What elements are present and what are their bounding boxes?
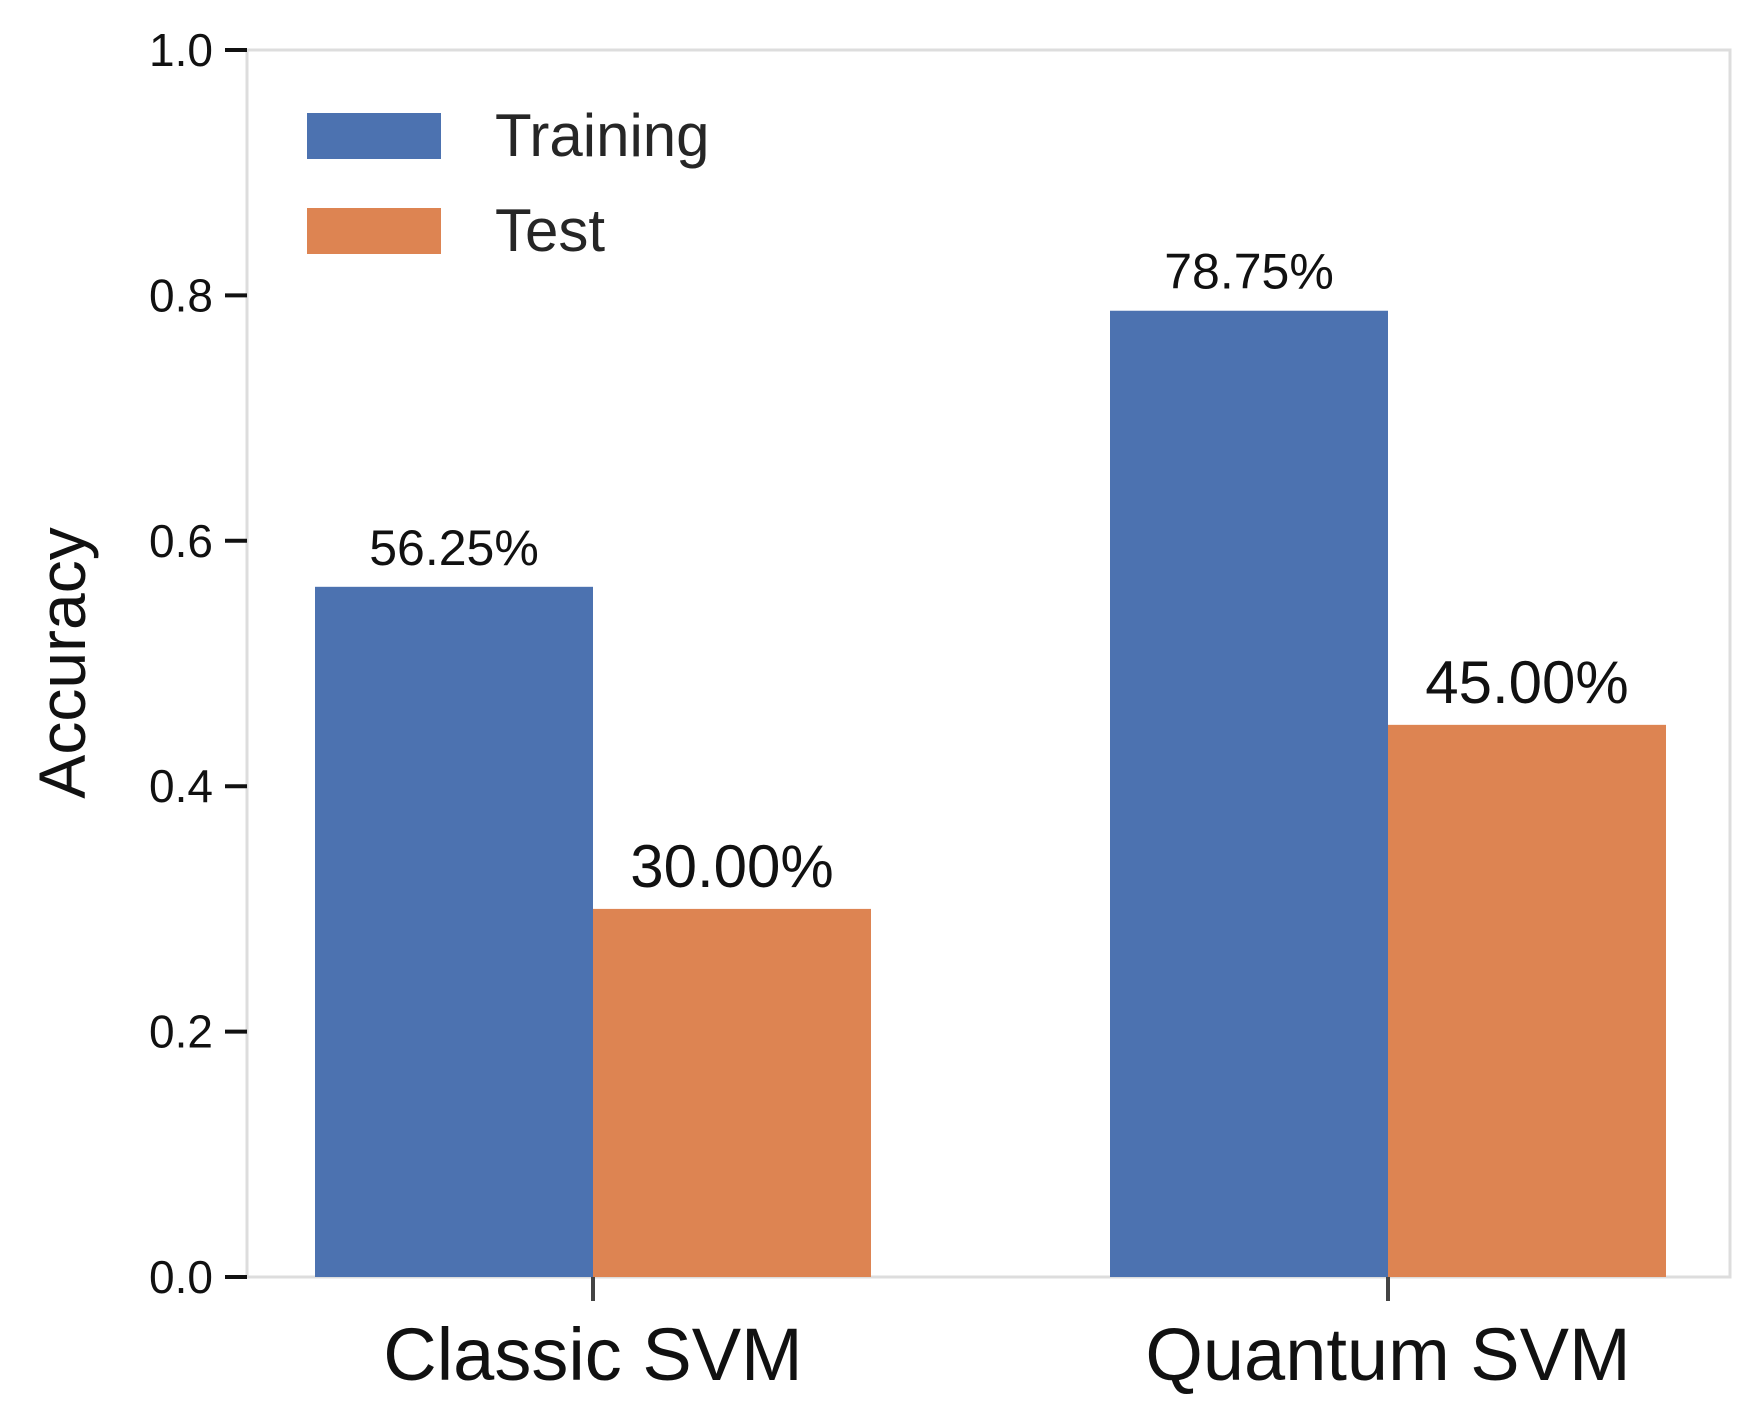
x-category-label: Classic SVM (383, 1313, 802, 1396)
bar-training-1 (315, 586, 593, 1277)
data-label: 78.75% (1164, 244, 1334, 300)
y-tick-label: 1.0 (149, 24, 213, 76)
y-axis: 0.0 0.2 0.4 0.6 0.8 1.0 (149, 24, 247, 1303)
y-tick-label: 0.0 (149, 1251, 213, 1303)
y-tick-label: 0.8 (149, 269, 213, 321)
y-tick-label: 0.4 (149, 760, 213, 812)
legend-label-test: Test (495, 197, 605, 264)
data-label: 30.00% (630, 833, 834, 900)
y-axis-title: Accuracy (25, 527, 99, 798)
data-label: 45.00% (1425, 649, 1629, 716)
bar-training-2 (1110, 310, 1388, 1277)
y-tick-label: 0.6 (149, 515, 213, 567)
legend-swatch-training (307, 113, 441, 159)
bar-test-1 (593, 908, 871, 1277)
data-label: 56.25% (369, 520, 539, 576)
legend-label-training: Training (495, 102, 710, 169)
bars-group: 56.25% 30.00% 78.75% 45.00% (315, 244, 1666, 1277)
x-category-label: Quantum SVM (1145, 1313, 1630, 1396)
y-tick-label: 0.2 (149, 1006, 213, 1058)
x-axis: Classic SVM Quantum SVM (383, 1277, 1631, 1396)
legend: Training Test (307, 102, 710, 264)
bar-test-2 (1388, 724, 1666, 1277)
legend-swatch-test (307, 208, 441, 254)
